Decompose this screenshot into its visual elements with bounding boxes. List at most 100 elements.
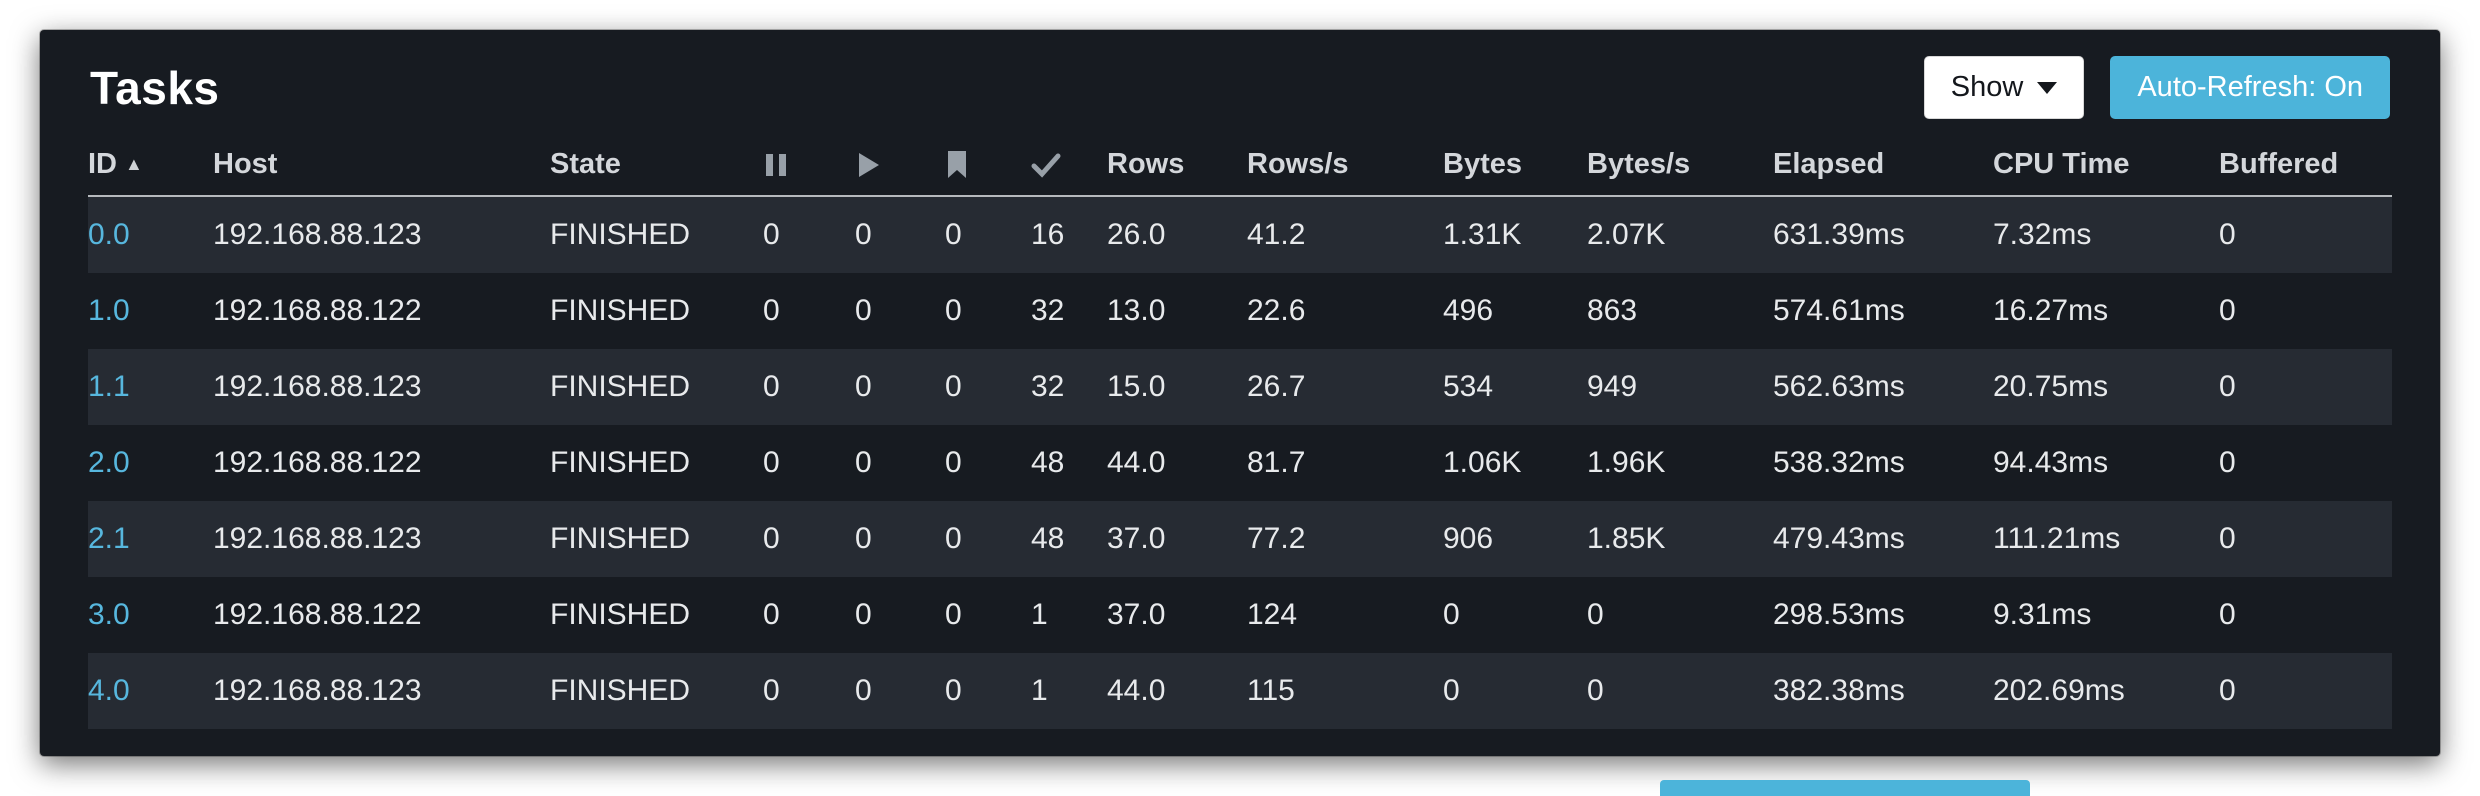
auto-refresh-toggle-button[interactable]: Auto-Refresh: On — [2110, 56, 2390, 119]
bytes-cell: 0 — [1443, 674, 1460, 707]
pending-cell: 0 — [763, 218, 780, 251]
state-cell: FINISHED — [550, 446, 691, 479]
task-id-link[interactable]: 0.0 — [88, 218, 130, 251]
table-row: 2.1 192.168.88.123 FINISHED 0 0 0 48 37.… — [88, 501, 2392, 577]
rows-cell: 44.0 — [1107, 446, 1166, 479]
task-id-link[interactable]: 3.0 — [88, 598, 130, 631]
task-id-link[interactable]: 4.0 — [88, 674, 130, 707]
task-id-link[interactable]: 2.0 — [88, 446, 130, 479]
cpu-time-cell: 94.43ms — [1993, 446, 2109, 479]
column-header-running[interactable] — [855, 133, 945, 197]
buffered-cell: 0 — [2219, 370, 2236, 403]
column-header-state[interactable]: State — [550, 133, 763, 197]
panel-header: Tasks Show Auto-Refresh: On — [40, 30, 2440, 127]
elapsed-cell: 562.63ms — [1773, 370, 1905, 403]
table-row: 4.0 192.168.88.123 FINISHED 0 0 0 1 44.0… — [88, 653, 2392, 729]
state-cell: FINISHED — [550, 522, 691, 555]
tasks-table: ID ▲ Host State — [88, 133, 2392, 729]
cutoff-blue-element — [1660, 780, 2030, 796]
state-cell: FINISHED — [550, 674, 691, 707]
completed-cell: 1 — [1031, 674, 1048, 707]
running-cell: 0 — [855, 522, 872, 555]
running-cell: 0 — [855, 294, 872, 327]
rows-per-sec-cell: 115 — [1247, 674, 1295, 707]
host-cell: 192.168.88.123 — [213, 370, 422, 403]
bytes-per-sec-cell: 949 — [1587, 370, 1638, 403]
running-cell: 0 — [855, 370, 872, 403]
elapsed-cell: 538.32ms — [1773, 446, 1905, 479]
host-cell: 192.168.88.122 — [213, 598, 422, 631]
header-buttons: Show Auto-Refresh: On — [1923, 56, 2390, 119]
id-cell: 1.1 — [88, 349, 213, 425]
column-header-cpu-time[interactable]: CPU Time — [1993, 133, 2219, 197]
bytes-per-sec-cell: 1.85K — [1587, 522, 1666, 555]
show-dropdown-label: Show — [1950, 71, 2024, 103]
column-header-bytes[interactable]: Bytes — [1443, 133, 1587, 197]
state-cell: FINISHED — [550, 370, 691, 403]
bytes-per-sec-cell: 0 — [1587, 674, 1604, 707]
check-icon — [1031, 152, 1061, 178]
play-icon — [855, 151, 881, 179]
rows-cell: 26.0 — [1107, 218, 1166, 251]
id-cell: 4.0 — [88, 653, 213, 729]
column-header-bytes-per-sec[interactable]: Bytes/s — [1587, 133, 1773, 197]
table-row: 1.1 192.168.88.123 FINISHED 0 0 0 32 15.… — [88, 349, 2392, 425]
column-header-id[interactable]: ID ▲ — [88, 133, 213, 197]
column-header-pending[interactable] — [763, 133, 855, 197]
elapsed-cell: 479.43ms — [1773, 522, 1905, 555]
id-cell: 2.1 — [88, 501, 213, 577]
page-title: Tasks — [90, 61, 220, 114]
bytes-cell: 1.31K — [1443, 218, 1522, 251]
show-dropdown-button[interactable]: Show — [1923, 56, 2085, 119]
elapsed-cell: 631.39ms — [1773, 218, 1905, 251]
column-header-elapsed[interactable]: Elapsed — [1773, 133, 1993, 197]
elapsed-cell: 382.38ms — [1773, 674, 1905, 707]
buffered-cell: 0 — [2219, 674, 2236, 707]
task-id-link[interactable]: 1.1 — [88, 370, 130, 403]
rows-cell: 13.0 — [1107, 294, 1166, 327]
table-row: 2.0 192.168.88.122 FINISHED 0 0 0 48 44.… — [88, 425, 2392, 501]
host-cell: 192.168.88.122 — [213, 294, 422, 327]
blocked-cell: 0 — [945, 522, 962, 555]
id-cell: 1.0 — [88, 273, 213, 349]
bookmark-icon — [945, 150, 969, 180]
rows-per-sec-cell: 81.7 — [1247, 446, 1306, 479]
cpu-time-cell: 111.21ms — [1993, 522, 2121, 555]
pending-cell: 0 — [763, 370, 780, 403]
running-cell: 0 — [855, 218, 872, 251]
task-id-link[interactable]: 2.1 — [88, 522, 130, 555]
buffered-cell: 0 — [2219, 218, 2236, 251]
cpu-time-cell: 20.75ms — [1993, 370, 2109, 403]
buffered-cell: 0 — [2219, 446, 2236, 479]
column-header-completed[interactable] — [1031, 133, 1107, 197]
completed-cell: 16 — [1031, 218, 1065, 251]
state-cell: FINISHED — [550, 218, 691, 251]
completed-cell: 32 — [1031, 294, 1065, 327]
task-id-link[interactable]: 1.0 — [88, 294, 130, 327]
cpu-time-cell: 9.31ms — [1993, 598, 2092, 631]
column-header-rows-per-sec[interactable]: Rows/s — [1247, 133, 1443, 197]
elapsed-cell: 298.53ms — [1773, 598, 1905, 631]
chevron-down-icon — [2037, 81, 2058, 94]
column-header-buffered[interactable]: Buffered — [2219, 133, 2392, 197]
state-cell: FINISHED — [550, 598, 691, 631]
rows-cell: 44.0 — [1107, 674, 1166, 707]
column-header-host[interactable]: Host — [213, 133, 550, 197]
pause-icon — [763, 151, 789, 179]
blocked-cell: 0 — [945, 370, 962, 403]
blocked-cell: 0 — [945, 446, 962, 479]
elapsed-cell: 574.61ms — [1773, 294, 1905, 327]
table-row: 1.0 192.168.88.122 FINISHED 0 0 0 32 13.… — [88, 273, 2392, 349]
buffered-cell: 0 — [2219, 294, 2236, 327]
column-header-blocked[interactable] — [945, 133, 1031, 197]
bytes-per-sec-cell: 1.96K — [1587, 446, 1666, 479]
bytes-per-sec-cell: 863 — [1587, 294, 1638, 327]
id-cell: 3.0 — [88, 577, 213, 653]
pending-cell: 0 — [763, 522, 780, 555]
buffered-cell: 0 — [2219, 598, 2236, 631]
column-header-rows[interactable]: Rows — [1107, 133, 1247, 197]
completed-cell: 48 — [1031, 522, 1065, 555]
host-cell: 192.168.88.123 — [213, 218, 422, 251]
rows-per-sec-cell: 41.2 — [1247, 218, 1306, 251]
buffered-cell: 0 — [2219, 522, 2236, 555]
